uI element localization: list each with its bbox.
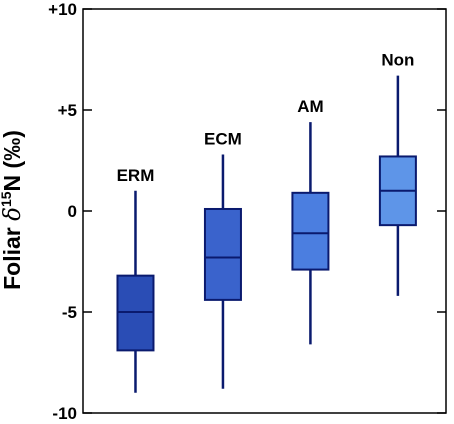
category-label: Non: [381, 51, 414, 70]
box-non: Non: [378, 51, 417, 296]
plot-frame: [82, 8, 447, 414]
box-series: ERM ECM AM Non: [116, 51, 417, 393]
box-iqr: [116, 274, 155, 352]
box-am: AM: [291, 97, 330, 345]
category-label: ERM: [117, 166, 155, 185]
y-axis-label-superscript: 15: [0, 191, 14, 208]
y-tick-label: 0: [68, 202, 77, 221]
box-iqr: [203, 207, 242, 301]
box-ecm: ECM: [203, 129, 242, 389]
y-tick-label: +5: [58, 101, 77, 120]
y-tick-label: -5: [62, 303, 77, 322]
box-iqr: [291, 191, 330, 271]
category-label: AM: [297, 97, 323, 116]
y-axis-label-delta: δ: [0, 207, 26, 221]
y-axis-label-suffix: N (‰): [0, 130, 25, 192]
y-tick-label: -10: [52, 404, 77, 423]
box-erm: ERM: [116, 166, 155, 393]
y-tick-label: +10: [48, 0, 77, 19]
y-axis-label-prefix: Foliar: [0, 220, 25, 290]
y-axis-label: Foliar δ15N (‰): [0, 100, 26, 320]
category-label: ECM: [204, 129, 242, 148]
